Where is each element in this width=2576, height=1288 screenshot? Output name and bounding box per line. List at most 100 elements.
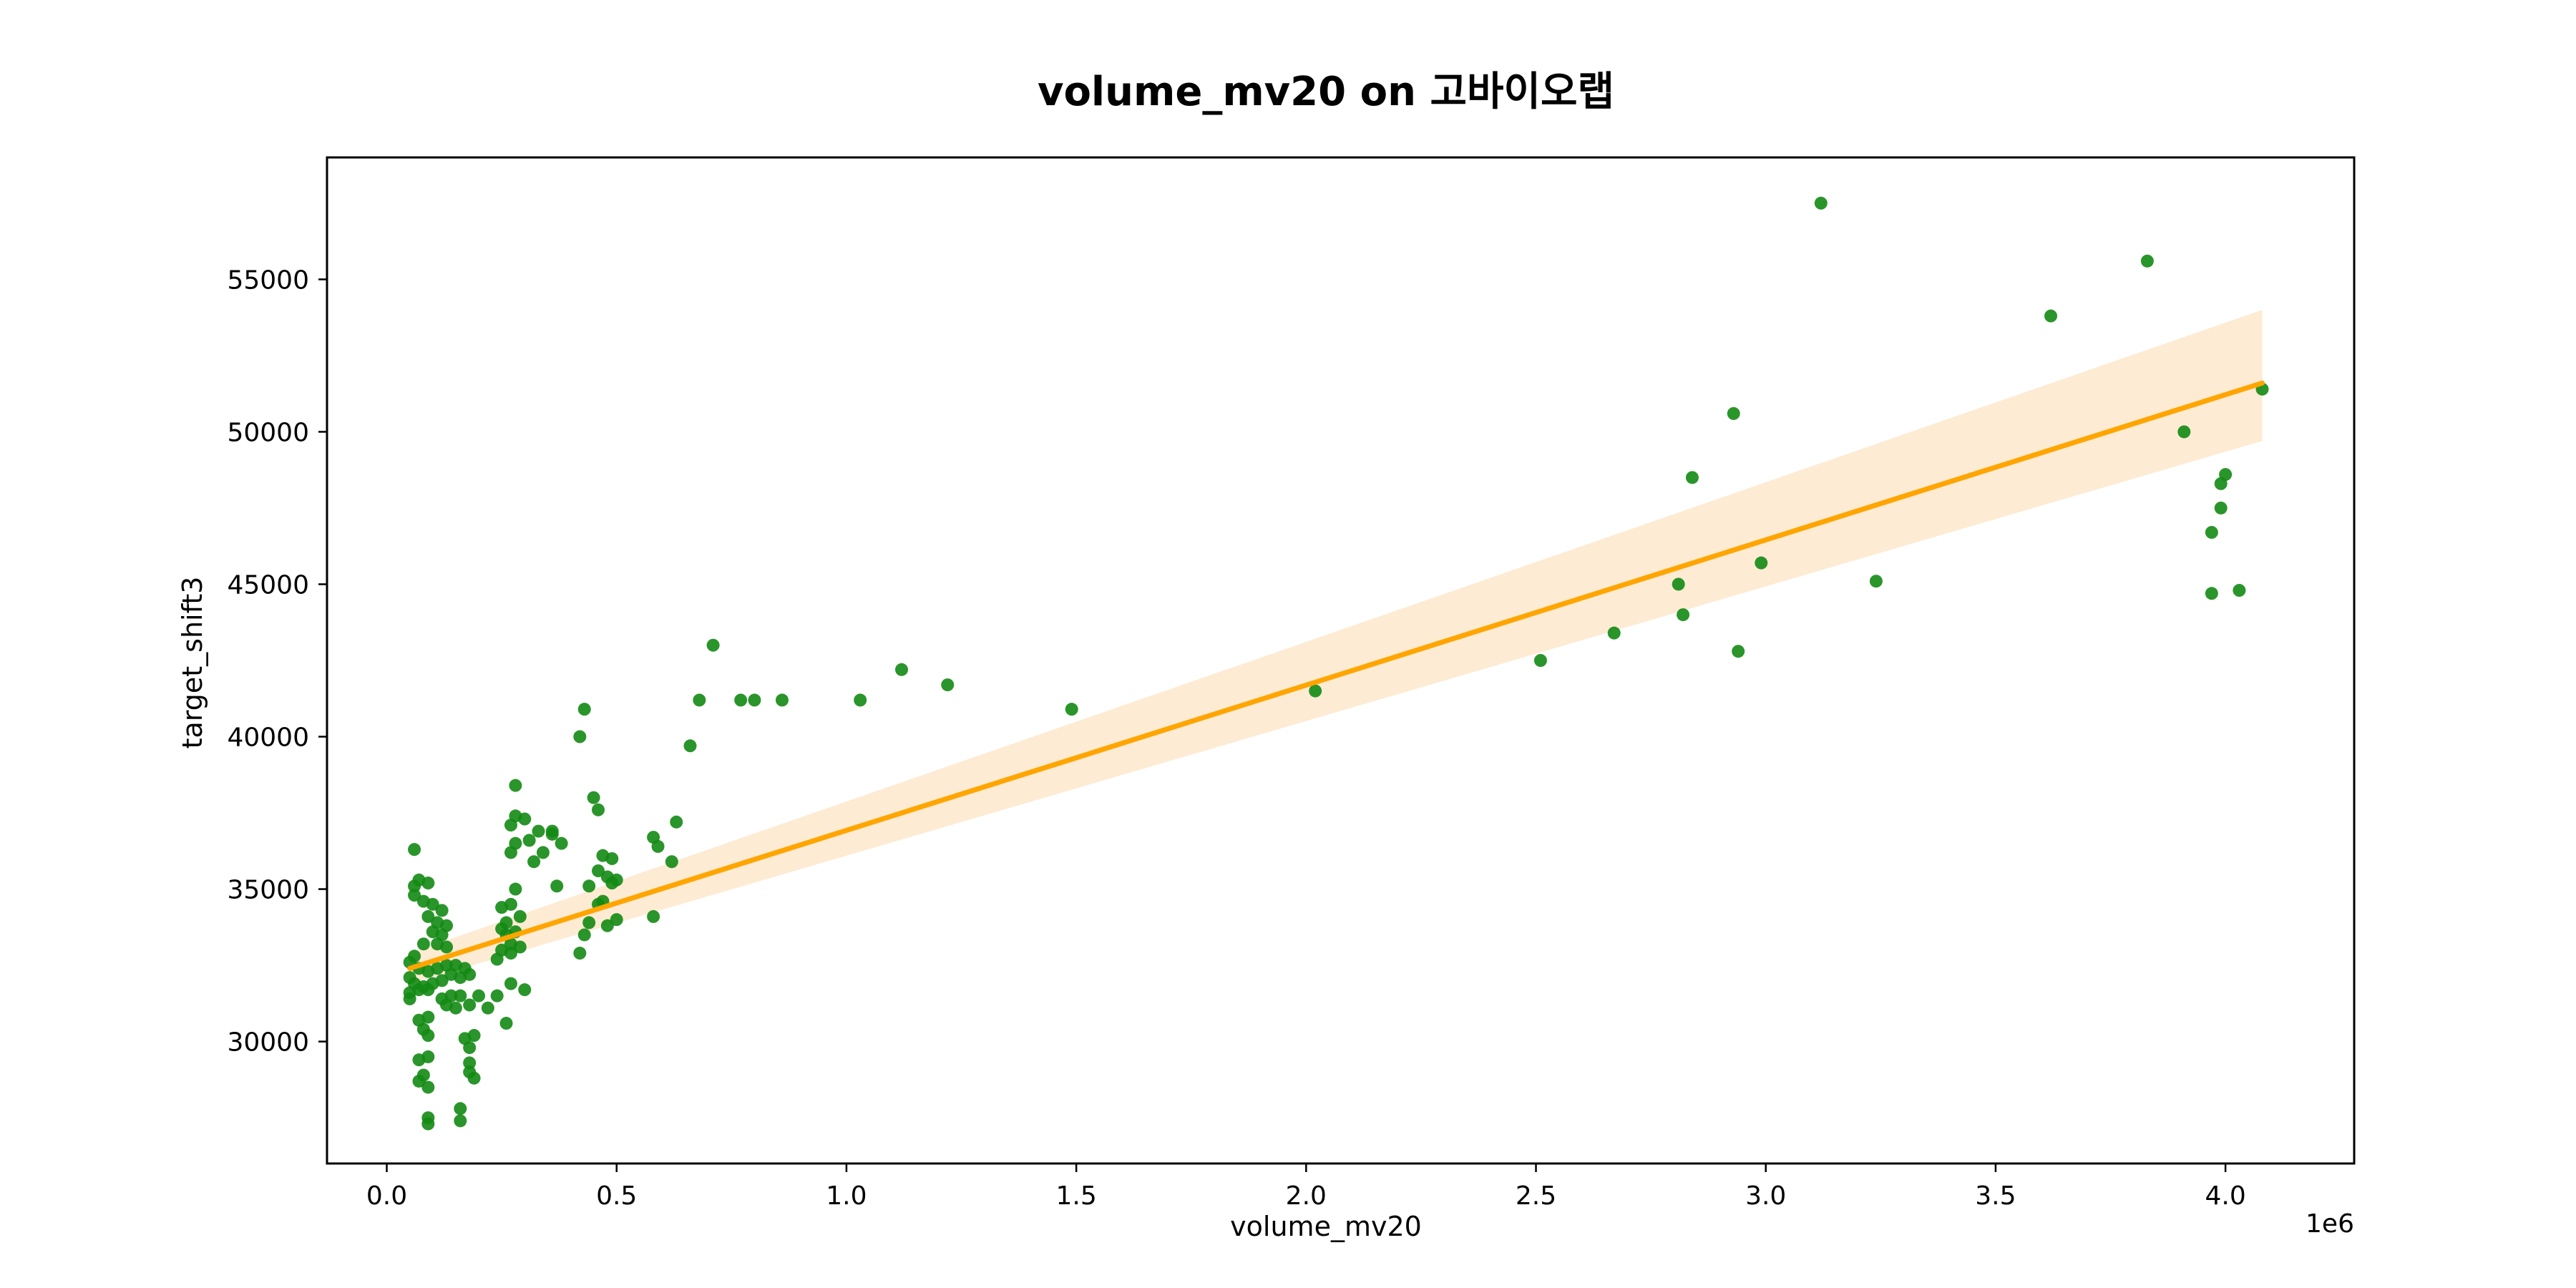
scatter-point	[504, 977, 517, 990]
x-tick-label: 3.0	[1745, 1181, 1786, 1211]
scatter-point	[895, 663, 909, 676]
scatter-point	[600, 919, 614, 932]
scatter-point	[421, 1117, 435, 1131]
scatter-point	[440, 940, 454, 954]
scatter-point	[748, 693, 761, 707]
scatter-point	[610, 913, 623, 927]
x-tick-label: 2.0	[1286, 1181, 1327, 1211]
scatter-point	[532, 824, 545, 838]
scatter-point	[435, 904, 449, 917]
x-axis-offset-text: 1e6	[2306, 1209, 2354, 1239]
scatter-point	[1677, 608, 1690, 622]
scatter-point	[509, 779, 522, 792]
scatter-point	[693, 693, 706, 707]
scatter-point	[518, 983, 532, 997]
scatter-point	[421, 1010, 435, 1024]
x-tick-label: 1.5	[1055, 1181, 1096, 1211]
scatter-point	[670, 815, 683, 829]
scatter-point	[449, 1001, 462, 1015]
scatter-point	[665, 855, 678, 869]
scatter-point	[941, 678, 955, 692]
scatter-point	[545, 824, 559, 838]
scatter-point	[2205, 587, 2218, 600]
scatter-point	[426, 925, 439, 939]
y-axis-label: target_shift3	[177, 577, 208, 749]
scatter-point	[550, 879, 564, 893]
scatter-point	[582, 879, 596, 893]
scatter-point	[421, 1050, 435, 1063]
x-tick-label: 0.5	[596, 1181, 637, 1211]
x-tick-label: 3.5	[1975, 1181, 2016, 1211]
scatter-point	[1309, 684, 1322, 698]
scatter-point	[2140, 254, 2154, 268]
scatter-point	[421, 1029, 435, 1043]
scatter-point	[651, 839, 665, 853]
scatter-point	[527, 855, 541, 869]
scatter-point	[408, 843, 421, 857]
scatter-point	[577, 703, 591, 716]
scatter-point	[513, 940, 527, 954]
scatter-point	[509, 882, 522, 896]
scatter-point	[504, 947, 517, 960]
scatter-point	[454, 1102, 467, 1116]
scatter-point	[605, 852, 619, 865]
scatter-point	[582, 916, 596, 930]
chart-title: volume_mv20 on 고바이오랩	[1038, 69, 1614, 115]
y-tick-label: 30000	[227, 1028, 309, 1058]
scatter-point	[1533, 654, 1547, 667]
scatter-point	[610, 873, 623, 887]
scatter-point	[421, 1080, 435, 1094]
scatter-point	[2219, 468, 2233, 482]
scatter-point	[421, 909, 435, 923]
scatter-point	[592, 864, 605, 877]
scatter-point	[1727, 406, 1740, 420]
scatter-point	[481, 1001, 494, 1015]
plot-frame	[326, 156, 2356, 1165]
scatter-point	[421, 877, 435, 890]
scatter-point	[513, 909, 527, 923]
scatter-point	[2044, 309, 2058, 323]
scatter-point	[467, 1071, 481, 1085]
scatter-point	[706, 638, 720, 652]
scatter-point	[472, 989, 485, 1002]
scatter-point	[1732, 645, 1745, 658]
scatter-point	[454, 1114, 467, 1128]
scatter-point	[1685, 471, 1699, 484]
y-tick-label: 35000	[227, 876, 309, 905]
x-tick-label: 1.0	[826, 1181, 867, 1211]
scatter-point	[426, 897, 439, 911]
scatter-point	[416, 937, 430, 951]
scatter-point	[499, 1017, 513, 1030]
scatter-point	[518, 812, 532, 826]
scatter-point	[2233, 584, 2246, 597]
scatter-point	[555, 836, 568, 850]
scatter-point	[522, 834, 536, 847]
scatter-point	[454, 989, 467, 1002]
scatter-point	[435, 974, 449, 987]
scatter-point	[1755, 556, 1768, 570]
scatter-point	[592, 803, 605, 816]
x-axis-label: volume_mv20	[1230, 1211, 1422, 1242]
scatter-point	[1672, 577, 1685, 591]
scatter-point	[403, 992, 416, 1005]
scatter-point	[1607, 626, 1621, 640]
scatter-point	[412, 1074, 426, 1088]
scatter-point	[499, 916, 513, 930]
scatter-point	[504, 846, 517, 859]
scatter-point	[463, 998, 477, 1012]
scatter-point	[421, 983, 435, 997]
scatter-point	[536, 846, 550, 859]
scatter-point	[1869, 575, 1883, 588]
scatter-point	[467, 1029, 481, 1043]
y-tick-label: 55000	[227, 265, 309, 295]
scatter-point	[1065, 703, 1078, 716]
scatter-point	[504, 897, 517, 911]
scatter-point	[683, 739, 697, 753]
scatter-point	[408, 889, 421, 902]
x-tick-label: 0.0	[366, 1181, 407, 1211]
scatter-point	[734, 693, 748, 707]
scatter-point	[573, 947, 587, 960]
scatter-point	[775, 693, 789, 707]
scatter-point	[463, 967, 477, 981]
